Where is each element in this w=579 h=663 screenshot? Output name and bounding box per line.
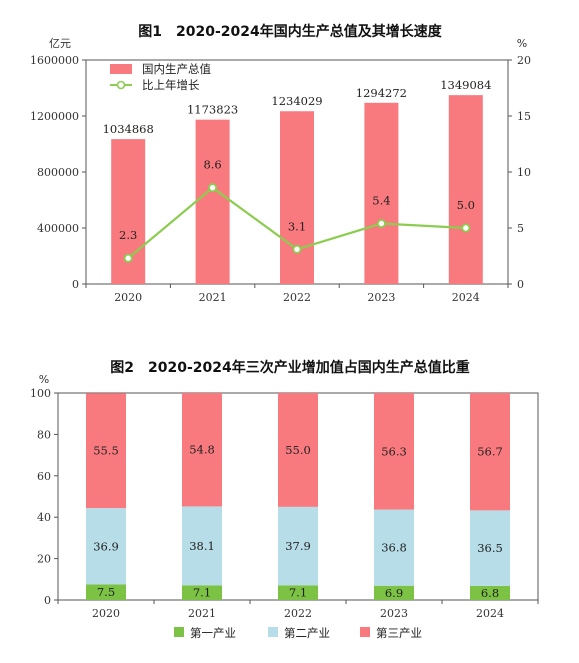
chart2-x-tick-label: 2024 — [476, 607, 504, 620]
primary-industry-segment — [470, 585, 510, 600]
chart1-y2-tick-label: 15 — [517, 110, 531, 123]
secondary-industry-segment — [182, 506, 222, 586]
chart2: 图2 2020-2024年三次产业增加值占国内生产总值比重 % 0 20 40 60 8… — [30, 359, 539, 640]
gdp-bar — [364, 102, 399, 285]
tertiary-industry-segment — [470, 393, 510, 511]
chart2-x-tick-label: 2021 — [188, 607, 216, 620]
chart2-y-tick-label: 0 — [44, 594, 51, 607]
legend-label-growth: 比上年增长 — [142, 78, 200, 92]
chart2-y-tick-label: 40 — [37, 511, 51, 524]
chart1-x-tick-label: 2021 — [199, 291, 227, 304]
gdp-bar — [448, 95, 483, 285]
gdp-bar-label: 1034868 — [103, 122, 154, 136]
gdp-bar-label: 1173823 — [187, 103, 238, 117]
primary-industry-segment — [374, 585, 414, 600]
tertiary-industry-label: 55.5 — [93, 444, 119, 458]
legend-label-tertiary: 第三产业 — [376, 626, 422, 640]
chart2-y-tick-label: 60 — [37, 470, 51, 483]
secondary-industry-label: 36.8 — [381, 541, 407, 555]
chart1-x-tick-label: 2022 — [283, 291, 311, 304]
primary-industry-label: 6.9 — [385, 586, 403, 600]
tertiary-industry-label: 54.8 — [189, 443, 215, 457]
growth-point — [292, 244, 302, 254]
primary-industry-segment — [278, 585, 318, 600]
growth-point — [461, 223, 471, 233]
legend-label-secondary: 第二产业 — [284, 626, 330, 640]
chart2-y-tick-label: 20 — [37, 553, 51, 566]
growth-point — [208, 183, 218, 193]
primary-industry-segment — [182, 585, 222, 600]
growth-point-label: 2.3 — [119, 228, 137, 242]
gdp-bar-label: 1349084 — [440, 78, 491, 92]
secondary-industry-segment — [374, 509, 414, 586]
growth-point-label: 8.6 — [203, 158, 221, 172]
primary-industry-label: 7.5 — [97, 585, 115, 599]
tertiary-industry-label: 55.0 — [285, 443, 311, 457]
tertiary-industry-label: 56.3 — [381, 444, 407, 458]
chart2-title: 图2 2020-2024年三次产业增加值占国内生产总值比重 — [110, 359, 469, 376]
chart1-y2-tick-label: 0 — [517, 278, 524, 291]
legend-label-gdp: 国内生产总值 — [142, 62, 211, 76]
chart1-y2-tick-label: 10 — [517, 166, 531, 179]
gdp-bar — [280, 111, 314, 285]
chart1-title: 图1 2020-2024年国内生产总值及其增长速度 — [138, 23, 442, 40]
secondary-industry-segment — [86, 508, 126, 585]
legend-marker-growth — [116, 80, 126, 90]
chart1-y2-tick-label: 20 — [517, 54, 531, 67]
legend-swatch-secondary — [268, 627, 278, 637]
growth-point-label: 5.0 — [457, 198, 475, 212]
secondary-industry-segment — [470, 510, 510, 586]
growth-point-label: 5.4 — [372, 194, 390, 208]
chart2-y-tick-label: 80 — [37, 428, 51, 441]
chart1-y-tick-label: 0 — [72, 278, 79, 291]
chart1-y2-tick-label: 5 — [517, 222, 524, 235]
chart2-y-tick-label: 100 — [30, 387, 51, 400]
legend-swatch-gdp — [110, 64, 132, 74]
growth-point-label: 3.1 — [288, 219, 306, 233]
chart1-y-tick-label: 1600000 — [30, 54, 79, 67]
chart2-x-tick-label: 2023 — [380, 607, 408, 620]
secondary-industry-label: 36.5 — [477, 541, 503, 555]
chart1-x-tick-label: 2020 — [114, 291, 142, 304]
chart1-x-tick-label: 2024 — [452, 291, 480, 304]
secondary-industry-label: 38.1 — [189, 539, 215, 553]
gdp-bar-label: 1294272 — [356, 86, 407, 100]
tertiary-industry-segment — [278, 393, 318, 507]
gdp-bar — [195, 119, 230, 284]
gdp-bar-label: 1234029 — [271, 94, 322, 108]
legend-label-primary: 第一产业 — [190, 626, 236, 640]
chart2-y-unit: % — [39, 373, 49, 386]
chart1-y-tick-label: 1200000 — [30, 110, 79, 123]
chart1-legend: 国内生产总值 比上年增长 — [110, 62, 211, 92]
legend-swatch-tertiary — [360, 627, 370, 637]
primary-industry-label: 6.8 — [481, 586, 499, 600]
chart1-y-tick-label: 400000 — [37, 222, 79, 235]
secondary-industry-segment — [278, 506, 318, 586]
tertiary-industry-label: 56.7 — [477, 445, 503, 459]
tertiary-industry-segment — [86, 393, 126, 509]
growth-point — [123, 253, 133, 263]
primary-industry-segment — [86, 584, 126, 600]
chart2-x-tick-label: 2020 — [92, 607, 120, 620]
tertiary-industry-segment — [374, 393, 414, 510]
primary-industry-label: 7.1 — [289, 586, 307, 600]
chart1: 图1 2020-2024年国内生产总值及其增长速度 亿元 % 0 400000 80… — [30, 23, 531, 304]
chart2-legend: 第一产业 第二产业 第三产业 — [174, 626, 422, 640]
growth-point — [376, 219, 386, 229]
secondary-industry-label: 36.9 — [93, 539, 119, 553]
chart1-x-tick-label: 2023 — [367, 291, 395, 304]
chart1-y-unit: 亿元 — [49, 37, 71, 50]
primary-industry-label: 7.1 — [193, 586, 211, 600]
legend-swatch-primary — [174, 627, 184, 637]
chart1-y2-unit: % — [517, 37, 527, 50]
secondary-industry-label: 37.9 — [285, 539, 311, 553]
chart1-y-tick-label: 800000 — [37, 166, 79, 179]
tertiary-industry-segment — [182, 393, 222, 507]
chart2-x-tick-label: 2022 — [284, 607, 312, 620]
